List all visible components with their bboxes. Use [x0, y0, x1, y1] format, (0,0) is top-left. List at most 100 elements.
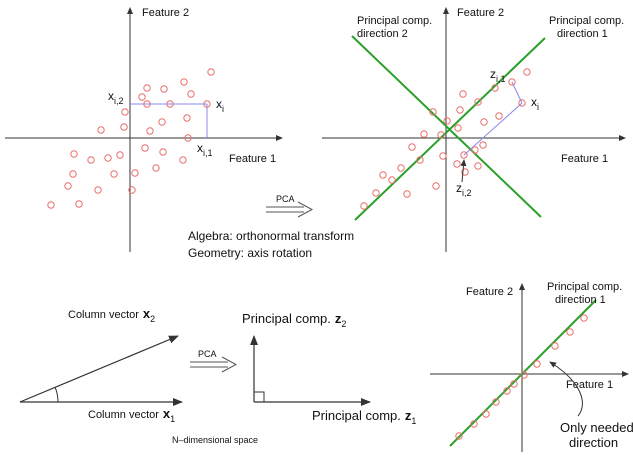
col-vector-1-label: Column vector x1: [88, 406, 175, 424]
br-point: [470, 420, 478, 428]
br-point: [503, 387, 511, 395]
br-scatter-points: [455, 314, 588, 440]
bottom-pca-arrow-label: PCA: [198, 349, 217, 359]
tr-axis-x-label: Feature 1: [561, 153, 608, 165]
tl-label-xi: xi: [216, 97, 224, 114]
tr-point: [360, 202, 368, 210]
tr-point: [432, 182, 440, 190]
tr-point: [416, 156, 424, 164]
tl-point: [187, 90, 195, 98]
tr-axis-y-label: Feature 2: [457, 7, 504, 19]
tr-point: [397, 164, 405, 172]
middle-annotation: PCA Algebra: orthonormal transform Geome…: [188, 194, 354, 260]
tr-point: [429, 108, 437, 116]
tr-point: [518, 99, 526, 107]
tl-point: [97, 126, 105, 134]
tr-label-z1: zi,1: [490, 67, 506, 84]
tl-point: [120, 123, 128, 131]
tr-point: [403, 190, 411, 198]
tl-point: [75, 200, 83, 208]
tr-point: [454, 124, 462, 132]
pc1-label: Principal comp. z1: [312, 408, 416, 426]
tl-point: [184, 134, 192, 142]
tl-point: [104, 154, 112, 162]
tl-point: [47, 201, 55, 209]
tl-point: [138, 93, 146, 101]
tl-point: [131, 169, 139, 177]
tr-z2-pointer: [460, 159, 467, 183]
tl-point: [87, 156, 95, 164]
br-pc-line-1: [449, 299, 597, 447]
tr-point: [443, 117, 451, 125]
tr-label-xi: xi: [531, 95, 539, 112]
tr-point: [474, 162, 482, 170]
tl-axis-x-label: Feature 1: [229, 153, 276, 165]
tl-point: [143, 84, 151, 92]
right-angle-marker: [254, 391, 265, 402]
tr-label-z2: zi,2: [456, 181, 472, 198]
tl-label-xi2: xi,2: [108, 89, 124, 106]
tr-pc-dir1-line1: Principal comp.: [549, 15, 624, 27]
tl-point: [94, 186, 102, 194]
br-point: [510, 380, 518, 388]
algebra-line: Algebra: orthonormal transform: [188, 229, 354, 243]
col-vector-2: [19, 335, 179, 403]
tr-point: [439, 152, 447, 160]
tr-point: [474, 98, 482, 106]
tl-point: [179, 156, 187, 164]
tl-point: [160, 85, 168, 93]
tl-point: [203, 100, 211, 108]
tl-point: [183, 114, 191, 122]
br-axis-y-label: Feature 2: [466, 286, 513, 298]
br-pc-dir1-line2: direction 1: [555, 294, 606, 306]
bottom-pca-arrow: [190, 356, 238, 373]
tr-point: [379, 171, 387, 179]
tr-point: [508, 78, 516, 86]
br-point: [533, 360, 541, 368]
tl-point: [143, 100, 151, 108]
br-point: [482, 410, 490, 418]
tr-projection-to-pc1: [511, 81, 523, 104]
tl-scatter-points: [47, 68, 215, 209]
tl-point: [207, 68, 215, 76]
tl-point: [158, 118, 166, 126]
tl-point: [128, 186, 136, 194]
tl-point: [110, 170, 118, 178]
space-label: N–dimensional space: [172, 435, 258, 445]
tl-point: [166, 100, 174, 108]
tr-point: [479, 141, 487, 149]
tl-point: [141, 144, 149, 152]
tl-axis-y-label: Feature 2: [142, 7, 189, 19]
br-point: [566, 328, 574, 336]
geometry-line: Geometry: axis rotation: [188, 246, 312, 260]
tr-point: [372, 189, 380, 197]
tr-point: [460, 151, 468, 159]
tl-point: [152, 164, 160, 172]
only-needed-pointer: [549, 361, 583, 417]
top-pca-arrow: [266, 201, 314, 218]
panel-bottom-right: Feature 2 Feature 1 Principal comp. dire…: [430, 281, 633, 452]
br-point: [520, 371, 528, 379]
br-point: [492, 398, 500, 406]
tr-point: [456, 106, 464, 114]
tr-pc-dir2-line1: Principal comp.: [357, 15, 432, 27]
col-vector-2-label: Column vector x2: [68, 306, 155, 324]
tr-point: [437, 131, 445, 139]
tr-point: [388, 176, 396, 184]
tr-point: [408, 143, 416, 151]
panel-bottom-left: Column vector x2 Column vector x1 PCA Prin…: [19, 306, 416, 445]
panel-top-left: Feature 2 Feature 1 xi xi,2 xi,1: [5, 7, 283, 252]
tr-scatter-points: [360, 68, 531, 210]
angle-arc: [54, 386, 59, 403]
tr-point: [491, 84, 499, 92]
br-point: [551, 342, 559, 350]
br-point: [455, 432, 463, 440]
tl-point: [146, 127, 154, 135]
tr-pc-line-2: [351, 35, 542, 218]
tr-point: [459, 90, 467, 98]
tl-point: [159, 148, 167, 156]
only-needed-line1: Only needed: [560, 420, 633, 435]
tr-pc-dir1-line2: direction 1: [557, 28, 608, 40]
